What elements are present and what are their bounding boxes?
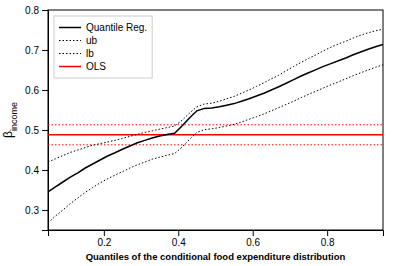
- tick-mark: [253, 230, 254, 236]
- plot-frame: [48, 10, 383, 230]
- legend-swatch: [59, 27, 81, 29]
- tick-mark: [42, 170, 48, 171]
- legend-swatch: [59, 66, 81, 68]
- tick-label: 0.6: [246, 237, 260, 248]
- reference-line: [48, 124, 383, 125]
- reference-line: [48, 134, 383, 136]
- tick: 0.6: [25, 85, 48, 96]
- legend-box: [54, 16, 152, 78]
- tick: 0.5: [25, 125, 48, 136]
- tick: 0.2: [97, 230, 111, 248]
- tick: 0.7: [25, 45, 48, 56]
- tick-mark: [42, 10, 48, 11]
- tick-label: 0.2: [97, 237, 111, 248]
- tick: 0.8: [321, 230, 335, 248]
- x-axis: 0.2 0.4 0.6 0.8: [49, 230, 384, 248]
- legend-swatch: [59, 40, 81, 41]
- tick-mark: [104, 230, 105, 236]
- tick-mark: [42, 130, 48, 131]
- tick-mark: [42, 210, 48, 211]
- tick-label: 0.7: [25, 45, 39, 56]
- tick-mark: [178, 230, 179, 236]
- tick: 0.3: [25, 205, 48, 216]
- tick-label: 0.5: [25, 125, 39, 136]
- legend-label: OLS: [86, 61, 106, 72]
- x-axis-title: Quantiles of the conditional food expend…: [86, 251, 346, 262]
- y-axis-title: βincome: [1, 102, 19, 138]
- tick: 0.4: [25, 165, 48, 176]
- tick-label: 0.6: [25, 85, 39, 96]
- legend: Quantile Reg. ub lb OLS: [54, 16, 152, 78]
- tick: 0.6: [246, 230, 260, 248]
- chart: 0.2 0.4 0.6 0.8 0.3 0.4 0.5 0.6 0.7 0.8 Quantiles …: [0, 0, 393, 266]
- legend-label: ub: [86, 35, 98, 46]
- tick-mark: [327, 230, 328, 236]
- legend-label: Quantile Reg.: [86, 22, 147, 33]
- legend-label: lb: [86, 48, 94, 59]
- legend-swatch: [59, 53, 81, 54]
- tick-label: 0.4: [25, 165, 39, 176]
- tick-label: 0.8: [25, 5, 39, 16]
- tick: 0.4: [172, 230, 186, 248]
- tick-mark: [42, 50, 48, 51]
- tick: 0.8: [25, 5, 48, 16]
- tick-mark: [42, 90, 48, 91]
- tick-label: 0.4: [172, 237, 186, 248]
- series-line: [48, 65, 383, 223]
- tick-label: 0.3: [25, 205, 39, 216]
- series-line: [48, 44, 383, 192]
- y-axis: 0.3 0.4 0.5 0.6 0.7 0.8: [25, 5, 48, 231]
- axis-line: [49, 231, 384, 237]
- tick-label: 0.8: [321, 237, 335, 248]
